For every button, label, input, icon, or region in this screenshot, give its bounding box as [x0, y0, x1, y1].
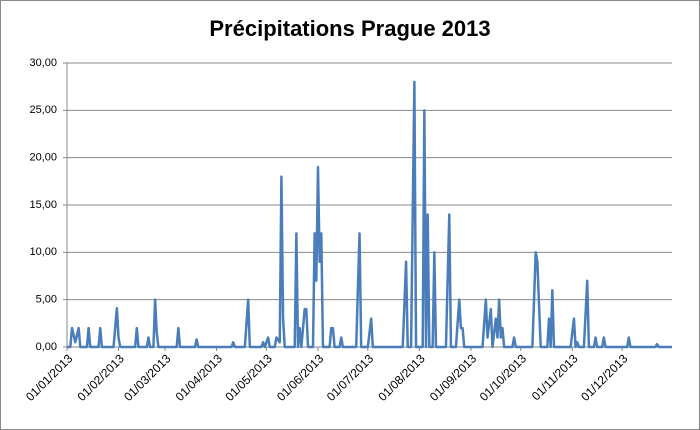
- y-tick-label: 0,00: [36, 341, 57, 353]
- y-tick-label: 10,00: [29, 246, 57, 258]
- chart-title: Précipitations Prague 2013: [209, 16, 490, 41]
- y-tick-label: 25,00: [29, 104, 57, 116]
- y-tick-label: 15,00: [29, 199, 57, 211]
- y-tick-label: 20,00: [29, 152, 57, 164]
- data-line: [67, 80, 672, 349]
- y-tick-label: 30,00: [29, 57, 57, 69]
- y-tick-label: 5,00: [36, 294, 57, 306]
